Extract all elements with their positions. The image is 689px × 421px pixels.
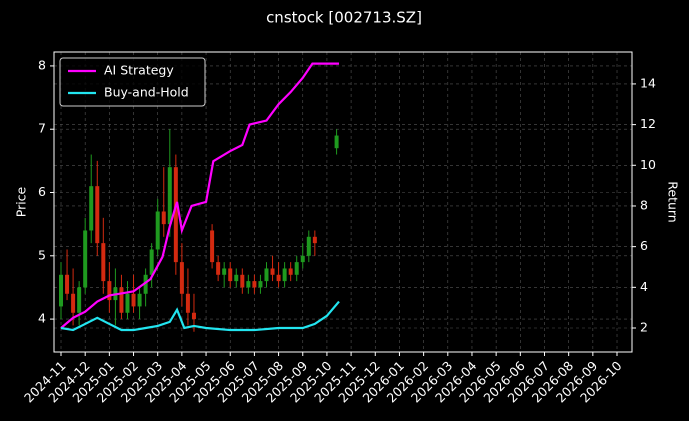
y-tick-label: 4 xyxy=(38,311,46,326)
legend-label: AI Strategy xyxy=(104,63,174,78)
candle-body xyxy=(246,281,251,288)
candle-body xyxy=(89,186,94,231)
candle-body xyxy=(282,268,287,282)
candle-body xyxy=(216,262,221,275)
y2-tick-label: 2 xyxy=(640,320,648,335)
candle-body xyxy=(149,249,154,275)
candle-body xyxy=(240,274,245,288)
candle-body xyxy=(288,268,293,275)
candle-body xyxy=(173,167,178,263)
y2-tick-label: 10 xyxy=(640,157,656,172)
y2-tick-label: 12 xyxy=(640,116,656,131)
candle-body xyxy=(131,293,136,307)
y2-tick-label: 6 xyxy=(640,238,648,253)
candle-body xyxy=(294,262,299,275)
candle-body xyxy=(101,243,106,282)
y2-tick-label: 8 xyxy=(640,197,648,212)
y-tick-label: 7 xyxy=(38,121,46,136)
candle-body xyxy=(222,268,227,275)
y2-tick-label: 14 xyxy=(640,75,656,90)
candle-body xyxy=(161,211,166,225)
candle-body xyxy=(258,281,263,288)
series-line xyxy=(60,300,340,332)
candle-body xyxy=(270,268,275,275)
candle-body xyxy=(95,186,100,244)
candle-body xyxy=(107,281,112,301)
candle-body xyxy=(143,274,148,294)
candle-body xyxy=(306,236,311,256)
candle-body xyxy=(334,135,339,149)
candle-body xyxy=(228,268,233,282)
chart-title: cnstock [002713.SZ] xyxy=(266,9,422,27)
y2-axis-label: Return xyxy=(666,181,681,222)
candle-body xyxy=(59,274,64,307)
candle-body xyxy=(185,293,190,313)
candle-body xyxy=(191,312,196,320)
candle-body xyxy=(83,230,88,288)
candle-body xyxy=(65,274,70,294)
legend-box xyxy=(59,57,206,107)
y2-tick-label: 4 xyxy=(640,279,648,294)
candle-body xyxy=(155,211,160,250)
candle-body xyxy=(264,268,269,282)
plot-frame xyxy=(53,51,633,353)
y-tick-label: 5 xyxy=(38,247,46,262)
candle-body xyxy=(276,274,281,282)
legend-label: Buy-and-Hold xyxy=(104,85,189,100)
candle-body xyxy=(312,236,317,244)
candle-body xyxy=(167,167,172,225)
candle-body xyxy=(234,274,239,282)
candle-body xyxy=(300,255,305,263)
y-tick-label: 6 xyxy=(38,184,46,199)
candle-body xyxy=(252,281,257,288)
series-line xyxy=(60,62,340,329)
y-axis-label: Price xyxy=(14,186,29,217)
candle-body xyxy=(119,287,124,313)
candle-body xyxy=(137,293,142,307)
candle-body xyxy=(125,293,130,313)
candle-body xyxy=(71,293,76,313)
candle-body xyxy=(210,230,215,263)
candle-body xyxy=(179,262,184,294)
y-tick-label: 8 xyxy=(38,57,46,72)
candle-body xyxy=(77,287,82,313)
